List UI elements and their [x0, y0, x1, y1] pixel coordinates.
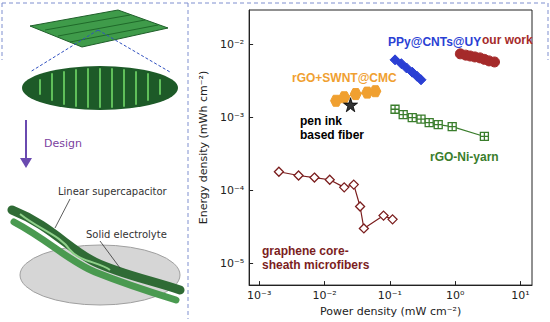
svg-text:our work: our work	[482, 33, 533, 47]
svg-text:pen ink: pen ink	[300, 114, 342, 128]
svg-text:Design: Design	[44, 137, 82, 150]
svg-text:sheath microfibers: sheath microfibers	[262, 258, 370, 272]
svg-text:10⁻⁴: 10⁻⁴	[220, 184, 245, 197]
svg-text:Power density (mW cm⁻²): Power density (mW cm⁻²)	[320, 305, 461, 318]
svg-text:10⁻¹: 10⁻¹	[378, 289, 402, 302]
svg-text:10⁻²: 10⁻²	[220, 38, 244, 51]
svg-text:10⁻²: 10⁻²	[312, 289, 336, 302]
svg-text:10⁻⁵: 10⁻⁵	[220, 257, 244, 270]
svg-text:Energy density (mWh cm⁻²): Energy density (mWh cm⁻²)	[197, 71, 210, 224]
svg-text:Linear supercapacitor: Linear supercapacitor	[58, 186, 168, 197]
svg-text:10⁻³: 10⁻³	[220, 111, 244, 124]
svg-text:graphene core-: graphene core-	[262, 244, 349, 258]
svg-text:based fiber: based fiber	[300, 128, 364, 142]
svg-text:10⁰: 10⁰	[446, 289, 465, 302]
svg-text:10⁻³: 10⁻³	[247, 289, 271, 302]
svg-text:PPy@CNTs@UY: PPy@CNTs@UY	[388, 35, 481, 49]
svg-text:rGO+SWNT@CMC: rGO+SWNT@CMC	[292, 71, 397, 85]
svg-text:10¹: 10¹	[511, 289, 529, 302]
svg-text:rGO-Ni-yarn: rGO-Ni-yarn	[430, 150, 499, 164]
svg-text:Solid electrolyte: Solid electrolyte	[86, 229, 167, 240]
